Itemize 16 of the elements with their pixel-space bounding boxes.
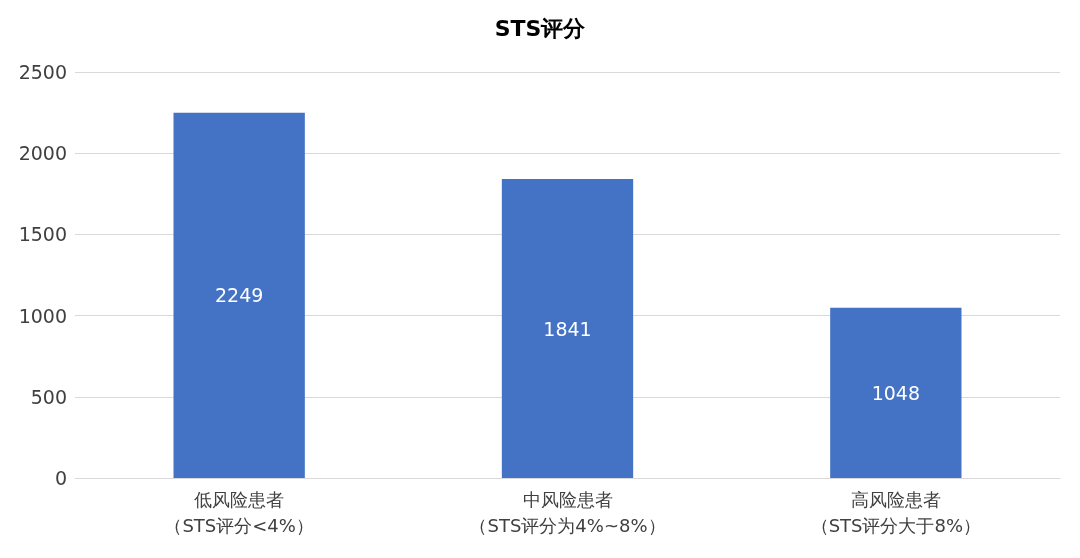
bar <box>501 179 634 478</box>
y-tick-label: 1500 <box>18 223 67 246</box>
y-tick-label: 2500 <box>18 61 67 83</box>
x-tick-label: 中风险患者（STS评分为4%~8%） <box>469 488 666 536</box>
y-tick-label: 2000 <box>18 142 67 165</box>
chart-title: STS评分 <box>494 15 587 41</box>
y-tick-label: 1000 <box>18 304 67 327</box>
y-tick-label: 0 <box>54 467 67 489</box>
bar <box>830 307 962 478</box>
y-tick-label: 500 <box>30 385 67 408</box>
data-label: 2249 <box>214 284 264 307</box>
x-tick-label: 高风险患者（STS评分大于8%） <box>810 488 982 536</box>
bar <box>173 112 305 478</box>
x-tick-label: 低风险患者（STS评分<4%） <box>164 488 314 536</box>
data-label: 1841 <box>543 317 592 340</box>
data-label: 1048 <box>871 381 921 404</box>
